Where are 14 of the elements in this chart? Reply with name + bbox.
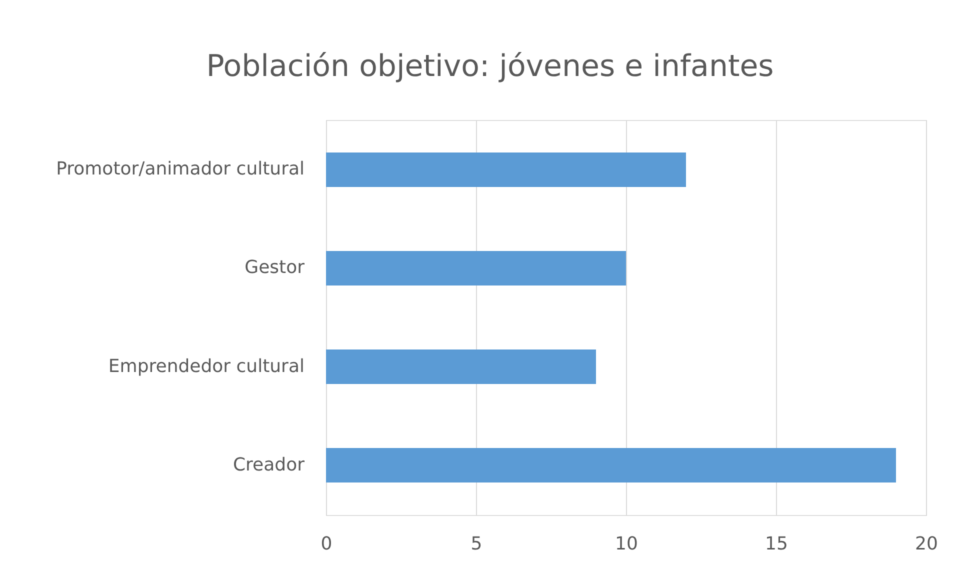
chart-title: Población objetivo: jóvenes e infantes <box>206 49 774 84</box>
x-tick-label: 0 <box>320 534 332 554</box>
bar <box>326 448 896 482</box>
bar <box>326 251 626 286</box>
x-tick-label: 10 <box>615 534 638 554</box>
y-tick-label: Emprendedor cultural <box>108 356 304 377</box>
y-tick-label: Gestor <box>244 257 306 278</box>
bar <box>326 350 596 384</box>
bar <box>326 152 686 187</box>
x-tick-label: 20 <box>915 534 938 554</box>
y-tick-label: Creador <box>232 454 306 476</box>
y-tick-label: Promotor/animador cultural <box>56 158 304 180</box>
x-tick-label: 15 <box>765 534 788 554</box>
x-tick-label: 5 <box>470 534 482 554</box>
